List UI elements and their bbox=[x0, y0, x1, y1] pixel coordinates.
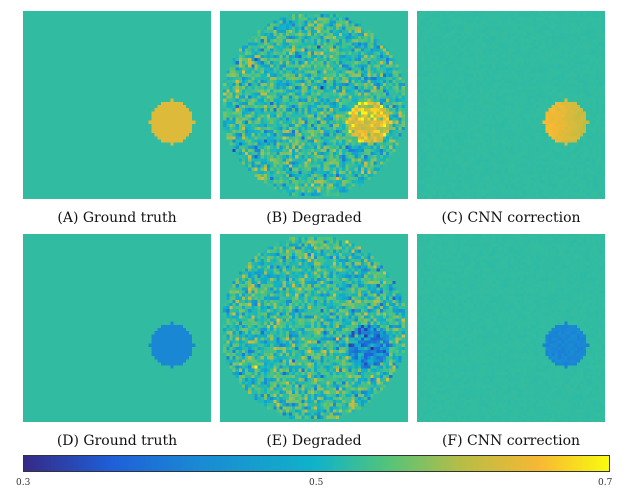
panel-e-canvas bbox=[220, 234, 408, 422]
panel-b-image bbox=[220, 11, 408, 199]
panel-c-canvas bbox=[417, 11, 605, 199]
colorbar bbox=[23, 455, 610, 472]
caption-a: (A) Ground truth bbox=[57, 210, 177, 226]
caption-b: (B) Degraded bbox=[266, 210, 362, 226]
panel-a-image bbox=[23, 11, 211, 199]
panel-a-canvas bbox=[23, 11, 211, 199]
caption-f: (F) CNN correction bbox=[441, 433, 581, 449]
colorbar-mid-label: 0.5 bbox=[309, 478, 324, 488]
panel-f-canvas bbox=[417, 234, 605, 422]
colorbar-min-label: 0.3 bbox=[16, 478, 31, 488]
panel-b-canvas bbox=[220, 11, 408, 199]
panel-d-image bbox=[23, 234, 211, 422]
panel-f-image bbox=[417, 234, 605, 422]
caption-c: (C) CNN correction bbox=[441, 210, 581, 226]
panel-e-image bbox=[220, 234, 408, 422]
panel-d-canvas bbox=[23, 234, 211, 422]
panel-c-image bbox=[417, 11, 605, 199]
caption-d: (D) Ground truth bbox=[56, 433, 178, 449]
caption-e: (E) Degraded bbox=[266, 433, 362, 449]
colorbar-max-label: 0.7 bbox=[598, 478, 613, 488]
